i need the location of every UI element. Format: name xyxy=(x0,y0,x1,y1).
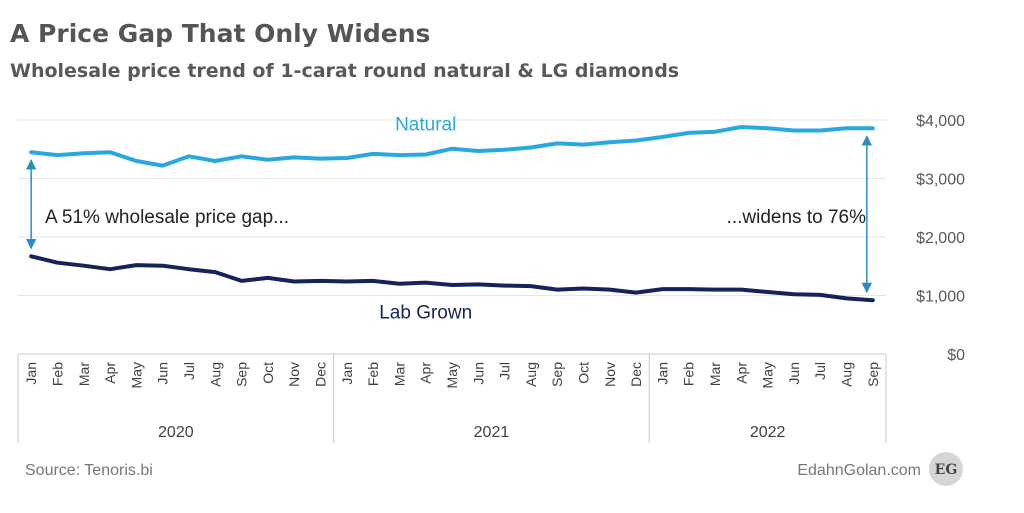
series-label-lab-grown: Lab Grown xyxy=(379,303,472,324)
y-tick-label: $0 xyxy=(947,347,965,364)
x-tick-label: Feb xyxy=(49,362,65,386)
series-lines xyxy=(29,125,875,303)
series-label-natural: Natural xyxy=(395,115,456,136)
x-tick-label: Aug xyxy=(207,362,223,387)
series-labels: Natural Lab Grown xyxy=(379,115,472,324)
x-tick-label: Mar xyxy=(391,362,407,386)
x-tick-label: Jan xyxy=(654,362,670,385)
y-tick-label: $2,000 xyxy=(916,230,965,247)
x-tick-label: Feb xyxy=(681,362,697,386)
x-tick-label: Jun xyxy=(786,362,802,385)
year-label: 2022 xyxy=(750,424,786,441)
chart-subtitle: Wholesale price trend of 1-carat round n… xyxy=(10,60,679,82)
x-tick-label: Sep xyxy=(865,362,881,387)
gridlines xyxy=(18,119,886,296)
x-tick-label: Sep xyxy=(234,362,250,387)
y-axis-ticks: $0 $1,000 $2,000 $3,000 $4,000 xyxy=(916,113,965,364)
series-lab-grown-line xyxy=(29,254,875,303)
x-tick-label: Jan xyxy=(339,362,355,385)
x-tick-label: May xyxy=(128,362,144,388)
y-tick-label: $4,000 xyxy=(916,113,965,130)
gap-annotations: A 51% wholesale price gap... ...widens t… xyxy=(25,135,873,294)
x-tick-label: Feb xyxy=(365,362,381,386)
year-label: 2021 xyxy=(474,424,510,441)
brand-logo: EG xyxy=(929,452,963,486)
year-label: 2020 xyxy=(158,424,194,441)
annotation-right: ...widens to 76% xyxy=(727,207,867,228)
x-tick-label: Mar xyxy=(76,362,92,386)
x-tick-label: Oct xyxy=(576,362,592,384)
x-tick-label: Jun xyxy=(155,362,171,385)
x-tick-label: Jan xyxy=(23,362,39,385)
x-tick-label: Nov xyxy=(602,362,618,387)
chart-title: A Price Gap That Only Widens xyxy=(10,19,430,48)
x-tick-label: Jul xyxy=(497,362,513,380)
x-axis: Jan Feb Mar Apr May Jun Jul Aug Sep Oct Nov Dec Jan F… xyxy=(17,353,887,443)
logo-text: EG xyxy=(935,462,958,478)
x-tick-label: Aug xyxy=(523,362,539,387)
y-tick-label: $3,000 xyxy=(916,172,965,189)
x-tick-label: Jul xyxy=(181,362,197,380)
y-tick-label: $1,000 xyxy=(916,289,965,306)
x-tick-label: May xyxy=(760,362,776,388)
x-tick-label: Mar xyxy=(707,362,723,386)
x-tick-label: Jul xyxy=(812,362,828,380)
x-tick-label: Oct xyxy=(260,362,276,384)
x-tick-label: Apr xyxy=(102,362,118,384)
x-tick-label: Jun xyxy=(470,362,486,385)
x-tick-label: Aug xyxy=(839,362,855,387)
x-tick-label: Apr xyxy=(733,362,749,384)
source-note: Source: Tenoris.bi xyxy=(25,462,153,479)
x-tick-label: Sep xyxy=(549,362,565,387)
x-tick-label: Dec xyxy=(312,362,328,387)
annotation-left: A 51% wholesale price gap... xyxy=(45,207,289,228)
brand-link[interactable]: EdahnGolan.com xyxy=(797,462,921,479)
x-tick-label: May xyxy=(444,362,460,388)
x-tick-label: Apr xyxy=(418,362,434,384)
x-tick-label: Dec xyxy=(628,362,644,387)
series-natural-line xyxy=(29,125,875,168)
x-tick-label: Nov xyxy=(286,362,302,387)
